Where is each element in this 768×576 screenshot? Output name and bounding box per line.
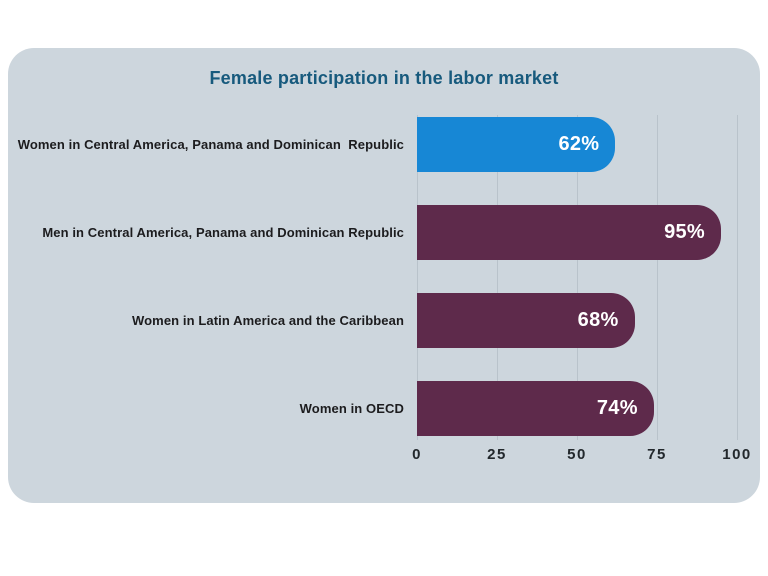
bar-row: Women in Central America, Panama and Dom…	[8, 117, 760, 172]
bar-track: 62%	[417, 117, 737, 172]
chart-title: Female participation in the labor market	[209, 68, 559, 88]
chart-card: Female participation in the labor market…	[8, 48, 760, 503]
bar-value-label: 74%	[596, 397, 638, 419]
bar-category-label: Women in Latin America and the Caribbean	[132, 313, 404, 328]
bar-category-label: Men in Central America, Panama and Domin…	[42, 225, 404, 240]
gridline	[737, 115, 738, 440]
bar-category-label: Women in OECD	[299, 401, 404, 416]
bar: 62%	[417, 117, 616, 172]
bar-track: 68%	[417, 293, 737, 348]
x-axis-tick-label: 100	[722, 446, 752, 463]
bar-row: Women in OECD 74%	[8, 381, 760, 436]
bar-track: 95%	[417, 205, 737, 260]
bar-value-label: 95%	[664, 221, 705, 243]
plot-area: Women in Central America, Panama and Dom…	[8, 115, 760, 490]
bar-track: 74%	[417, 381, 737, 436]
bar-category-label: Women in Central America, Panama and Dom…	[17, 137, 404, 152]
bar-value-label: 68%	[577, 309, 619, 331]
x-axis-tick-label: 75	[647, 446, 667, 463]
gridline	[497, 115, 498, 440]
gridline	[577, 115, 578, 440]
x-axis-tick-label: 0	[412, 446, 422, 463]
bar: 95%	[417, 205, 721, 260]
bar-row: Men in Central America, Panama and Domin…	[8, 205, 760, 260]
bar-row: Women in Latin America and the Caribbean…	[8, 293, 760, 348]
bar-value-label: 62%	[558, 133, 600, 155]
x-axis-tick-label: 50	[567, 446, 587, 463]
gridline	[657, 115, 658, 440]
x-axis-tick-label: 25	[487, 446, 507, 463]
gridline	[417, 115, 418, 440]
bar: 74%	[417, 381, 654, 436]
bar: 68%	[417, 293, 635, 348]
